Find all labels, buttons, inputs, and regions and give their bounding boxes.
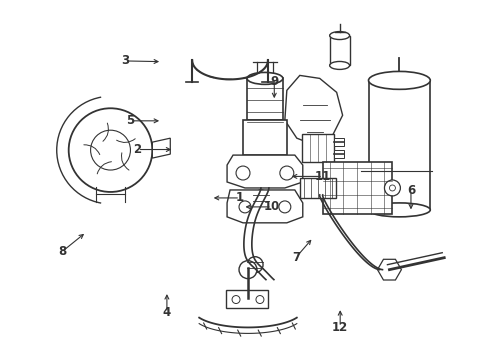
Circle shape — [390, 185, 395, 191]
Text: 5: 5 — [126, 114, 134, 127]
Polygon shape — [227, 190, 303, 223]
Bar — [323, 162, 392, 214]
Circle shape — [256, 296, 264, 303]
Text: 4: 4 — [163, 306, 171, 319]
Ellipse shape — [368, 203, 430, 217]
Text: 3: 3 — [122, 54, 129, 67]
Bar — [330, 36, 349, 66]
Bar — [334, 150, 343, 158]
Circle shape — [279, 201, 291, 213]
Circle shape — [236, 166, 250, 180]
Text: 11: 11 — [315, 170, 331, 183]
Ellipse shape — [247, 72, 283, 84]
Bar — [368, 80, 430, 210]
Circle shape — [247, 257, 263, 273]
Circle shape — [319, 185, 326, 191]
Ellipse shape — [368, 71, 430, 89]
Polygon shape — [377, 259, 401, 280]
Circle shape — [315, 180, 331, 196]
Circle shape — [69, 108, 152, 192]
Bar — [302, 134, 334, 162]
Polygon shape — [152, 138, 171, 158]
Ellipse shape — [330, 62, 349, 69]
Circle shape — [91, 130, 130, 170]
Text: 8: 8 — [58, 245, 66, 258]
Text: 12: 12 — [332, 320, 348, 333]
Text: 2: 2 — [134, 143, 142, 156]
Circle shape — [385, 180, 400, 196]
Bar — [300, 178, 336, 198]
Text: 1: 1 — [236, 192, 244, 204]
Circle shape — [239, 201, 251, 213]
Bar — [247, 78, 283, 120]
Polygon shape — [285, 75, 343, 145]
Text: 6: 6 — [407, 184, 415, 197]
Circle shape — [239, 261, 257, 279]
Circle shape — [280, 166, 294, 180]
Bar — [243, 120, 287, 155]
Text: 9: 9 — [270, 75, 278, 88]
Bar — [226, 289, 268, 307]
Ellipse shape — [330, 32, 349, 40]
Bar — [334, 138, 343, 146]
Text: 7: 7 — [292, 251, 300, 264]
Polygon shape — [227, 155, 303, 188]
Text: 10: 10 — [264, 201, 280, 213]
Circle shape — [253, 190, 269, 206]
Circle shape — [232, 296, 240, 303]
